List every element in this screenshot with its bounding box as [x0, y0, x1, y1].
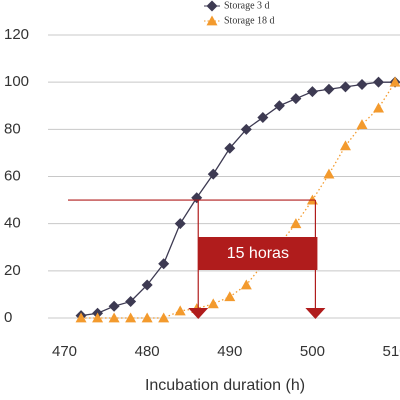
marker [240, 279, 252, 290]
y-tick-label: 40 [4, 215, 21, 232]
annotation: 15 horas [68, 199, 326, 319]
marker [290, 93, 302, 105]
marker [92, 312, 104, 323]
y-tick-label: 0 [4, 309, 12, 326]
marker [306, 86, 318, 98]
annotation-text: 15 horas [227, 245, 289, 262]
marker [206, 0, 218, 12]
x-tick-label: 470 [52, 343, 77, 360]
marker [356, 79, 368, 91]
marker [273, 100, 285, 112]
marker [373, 76, 385, 88]
marker [158, 312, 170, 323]
marker [389, 76, 400, 87]
y-tick-label: 120 [4, 26, 29, 43]
x-tick-label: 490 [217, 343, 242, 360]
y-tick-label: 80 [4, 120, 21, 137]
marker [373, 102, 385, 113]
marker [207, 298, 219, 309]
legend-label: Storage 18 d [224, 15, 275, 26]
marker [191, 192, 203, 204]
series-line [80, 81, 396, 317]
marker [158, 258, 170, 270]
marker [339, 140, 351, 151]
marker [339, 81, 351, 93]
marker [207, 168, 219, 180]
marker [290, 218, 302, 229]
marker [108, 300, 120, 312]
marker [141, 279, 153, 291]
y-tick-label: 100 [4, 73, 29, 90]
x-tick-label: 480 [135, 343, 160, 360]
marker [356, 119, 368, 130]
marker [224, 142, 236, 154]
annotation-box [198, 237, 318, 270]
x-tick-label: 500 [300, 343, 325, 360]
marker [323, 168, 335, 179]
marker [141, 312, 153, 323]
marker [108, 312, 120, 323]
marker [174, 218, 186, 230]
x-axis-label: Incubation duration (h) [145, 377, 305, 394]
arrow-head [305, 308, 326, 319]
marker [257, 112, 269, 124]
marker [240, 123, 252, 135]
marker [323, 83, 335, 95]
legend-label: Storage 3 d [224, 0, 270, 11]
marker [224, 291, 236, 302]
y-tick-label: 20 [4, 262, 21, 279]
marker [125, 295, 137, 307]
marker [125, 312, 137, 323]
marker [174, 305, 186, 316]
series-line [81, 81, 396, 319]
legend: Storage 3 d Storage 18 d [204, 0, 275, 26]
y-tick-label: 60 [4, 167, 21, 184]
marker [75, 312, 87, 323]
x-tick-label: 510 [383, 343, 400, 360]
marker [206, 15, 218, 26]
arrow-head [188, 308, 209, 319]
